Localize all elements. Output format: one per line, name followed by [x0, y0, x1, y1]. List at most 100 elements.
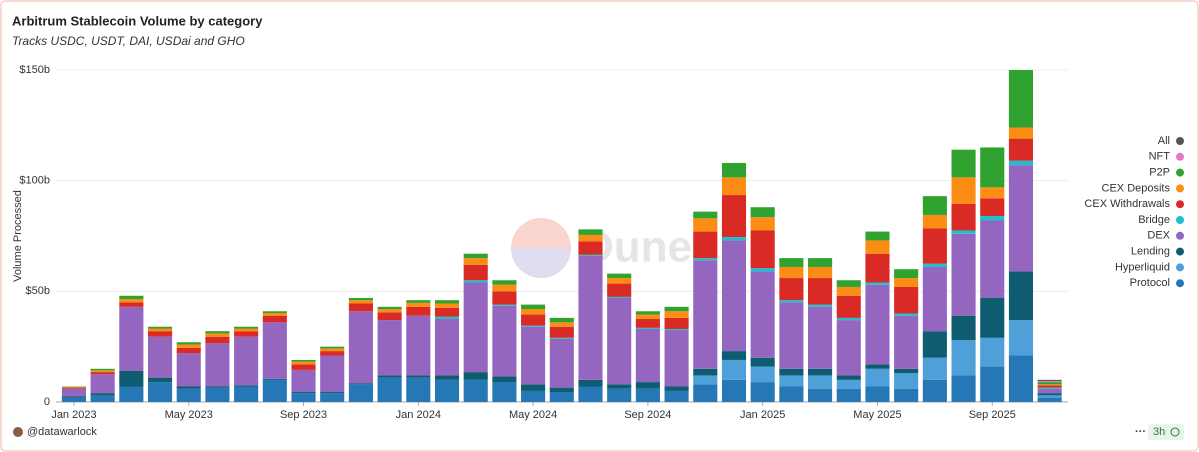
bar-segment	[607, 283, 632, 297]
bar-segment	[463, 282, 488, 373]
bar-segment	[377, 377, 402, 402]
bar-segment	[865, 386, 890, 402]
bar-segment	[119, 386, 144, 402]
bar-segment	[779, 266, 804, 279]
bar-segment	[549, 392, 574, 402]
bar-segment	[779, 375, 804, 387]
x-tick-label: May 2025	[853, 409, 901, 421]
bar-segment	[894, 373, 919, 389]
legend-label: Protocol	[1130, 277, 1170, 289]
bar-segment	[205, 387, 230, 402]
bar-segment	[434, 300, 460, 304]
bar-segment	[980, 216, 1005, 221]
bar-segment	[664, 306, 689, 312]
bar-segment	[147, 377, 173, 383]
legend-swatch	[1176, 216, 1184, 224]
bar-segment	[693, 231, 718, 259]
bar-segment	[434, 307, 460, 317]
legend-swatch	[1176, 152, 1184, 161]
bar-segment	[262, 322, 287, 379]
bar-segment	[607, 296, 632, 298]
bar-segment	[635, 327, 660, 329]
bar-segment	[865, 282, 890, 285]
bar-segment	[463, 253, 488, 259]
bar-segment	[521, 314, 546, 326]
bar-segment	[894, 286, 919, 314]
bar-segment	[865, 284, 890, 365]
bar-segment	[635, 382, 660, 389]
bar-segment	[234, 331, 259, 337]
bar-segment	[664, 390, 689, 402]
bar-segment	[205, 333, 230, 337]
bar-segment	[750, 217, 775, 231]
bar-segment	[90, 393, 115, 396]
bar-segment	[205, 343, 230, 387]
bar-segment	[808, 304, 833, 307]
chart-subtitle: Tracks USDC, USDT, DAI, USDai and GHO	[12, 34, 245, 48]
check-icon	[1170, 427, 1180, 437]
bar-segment	[865, 364, 890, 369]
bar-segment	[693, 384, 718, 402]
bar-segment	[406, 375, 431, 378]
bar-segment	[721, 351, 747, 360]
bar-segment	[406, 302, 431, 307]
x-tick-label: Sep 2025	[969, 409, 1016, 421]
bar-segment	[578, 379, 603, 387]
bar-segment	[521, 326, 546, 385]
bar-segment	[607, 388, 632, 402]
bar-segment	[721, 177, 747, 196]
bar-segment	[119, 295, 144, 300]
bar-segment	[779, 302, 804, 369]
bar-segment	[894, 368, 919, 374]
bar-segment	[894, 269, 919, 279]
bar-segment	[377, 312, 402, 321]
legend-swatch	[1176, 200, 1184, 209]
bar-segment	[119, 299, 144, 303]
bar-segment	[721, 240, 747, 352]
menu-icon[interactable]: ···	[1135, 426, 1146, 438]
bar-segment	[750, 207, 775, 218]
legend-label: CEX Withdrawals	[1084, 198, 1170, 210]
bar-segment	[377, 375, 402, 378]
bar-segment	[434, 319, 460, 376]
bar-segment	[1037, 385, 1062, 388]
x-tick-label: Jan 2025	[740, 409, 785, 421]
bar-segment	[291, 364, 316, 370]
bar-segment	[980, 187, 1005, 199]
bar-segment	[176, 353, 201, 387]
bar-segment	[894, 315, 919, 369]
watermark-logo	[511, 218, 571, 278]
bar-segment	[521, 304, 546, 310]
bar-segment	[836, 375, 861, 380]
bar-segment	[1037, 395, 1062, 398]
bar-segment	[205, 336, 230, 344]
bar-segment	[406, 315, 431, 376]
bar-segment	[779, 278, 804, 301]
bar-segment	[521, 325, 546, 327]
bar-segment	[922, 228, 947, 264]
legend-swatch	[1176, 184, 1184, 193]
bar-segment	[521, 309, 546, 315]
bar-segment	[119, 302, 144, 307]
bar-segment	[578, 241, 603, 255]
bar-segment	[980, 297, 1005, 338]
bar-segment	[1008, 165, 1034, 272]
bar-segment	[1008, 127, 1034, 139]
bar-segment	[90, 370, 115, 373]
bar-segment	[607, 384, 632, 389]
bar-segment	[320, 355, 345, 393]
bar-segment	[61, 388, 87, 397]
bar-segment	[262, 313, 287, 316]
bar-segment	[693, 258, 718, 261]
bar-segment	[463, 372, 488, 380]
bar-segment	[463, 280, 488, 283]
y-tick-label: $150b	[19, 64, 50, 76]
bar-segment	[521, 384, 546, 391]
bar-segment	[951, 203, 976, 231]
bar-segment	[779, 258, 804, 267]
bar-segment	[521, 390, 546, 402]
bar-segment	[808, 368, 833, 376]
bar-segment	[434, 379, 460, 402]
bar-segment	[750, 268, 775, 272]
bar-segment	[1037, 384, 1062, 386]
